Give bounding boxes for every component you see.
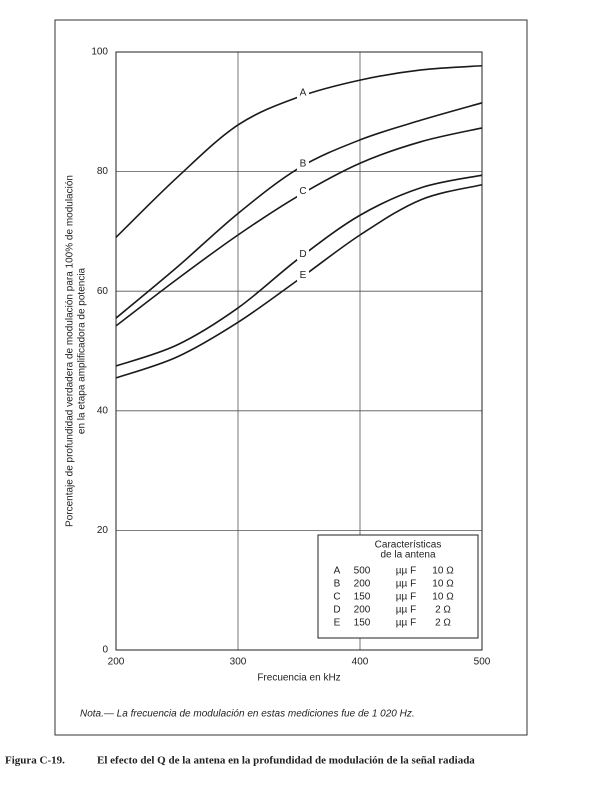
- series-line: [115, 102, 483, 319]
- legend-cell: 10 Ω: [432, 566, 454, 577]
- legend-cell: 200: [354, 605, 371, 616]
- x-tick-label: 500: [474, 657, 491, 668]
- legend-cell: µµ F: [396, 566, 416, 577]
- caption-text: El efecto del Q de la antena en la profu…: [97, 755, 475, 767]
- legend-cell: 2 Ω: [435, 605, 451, 616]
- y-tick-label: 100: [91, 47, 108, 58]
- legend-cell: 10 Ω: [432, 579, 454, 590]
- series-label: D: [299, 249, 306, 260]
- legend-title: de la antena: [380, 550, 435, 561]
- legend-cell: 10 Ω: [432, 592, 454, 603]
- legend-cell: 2 Ω: [435, 618, 451, 629]
- legend-cell: 150: [354, 618, 371, 629]
- legend-cell: µµ F: [396, 618, 416, 629]
- series-label-bg: [297, 269, 309, 282]
- series-label-bg: [297, 248, 309, 261]
- x-axis-label: Frecuencia en kHz: [257, 673, 340, 684]
- legend-cell: 200: [354, 579, 371, 590]
- legend-title: Características: [375, 540, 442, 551]
- legend-cell: µµ F: [396, 592, 416, 603]
- legend-box: [317, 534, 479, 639]
- x-tick-label: 300: [230, 657, 247, 668]
- y-tick-label: 0: [102, 645, 108, 656]
- legend-cell: 150: [354, 592, 371, 603]
- series-label-bg: [297, 185, 309, 198]
- series-line: [115, 183, 483, 379]
- series-label: B: [300, 159, 307, 170]
- y-axis-label: Porcentaje de profundidad verdadera de m…: [65, 175, 76, 527]
- legend-cell: µµ F: [396, 579, 416, 590]
- series-label: E: [300, 270, 307, 281]
- series-label-bg: [297, 86, 309, 99]
- series-label: C: [299, 186, 306, 197]
- series-label-bg: [297, 158, 309, 171]
- legend-cell: A: [334, 566, 341, 577]
- figure-frame: [54, 19, 528, 736]
- y-tick-label: 80: [97, 166, 109, 177]
- legend-cell: E: [334, 618, 341, 629]
- y-axis-label: en la etapa amplificadora de potencia: [77, 267, 88, 434]
- series-line: [115, 127, 483, 327]
- plot-frame: [115, 51, 483, 651]
- series-label: A: [300, 87, 307, 98]
- legend-cell: 500: [354, 566, 371, 577]
- caption-label: Figura C-19.: [5, 755, 65, 767]
- legend-cell: B: [334, 579, 341, 590]
- legend-cell: C: [333, 592, 340, 603]
- x-tick-label: 200: [108, 657, 125, 668]
- y-tick-label: 20: [97, 525, 109, 536]
- y-tick-label: 40: [97, 405, 109, 416]
- y-tick-label: 60: [97, 286, 109, 297]
- legend-cell: D: [333, 605, 340, 616]
- x-tick-label: 400: [352, 657, 369, 668]
- note: Nota.— La frecuencia de modulación en es…: [80, 709, 415, 720]
- series-line: [115, 64, 483, 238]
- legend-cell: µµ F: [396, 605, 416, 616]
